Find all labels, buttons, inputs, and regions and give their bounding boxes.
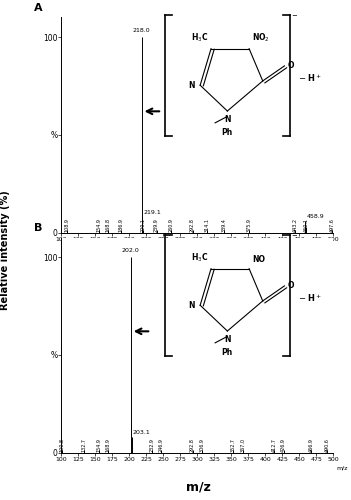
Text: 246.9: 246.9 [159, 438, 164, 452]
Text: 108.9: 108.9 [65, 218, 70, 232]
Text: 232.9: 232.9 [149, 438, 154, 452]
Text: 306.9: 306.9 [200, 438, 205, 452]
Text: N: N [224, 116, 231, 124]
Text: 490.6: 490.6 [325, 438, 330, 452]
Text: A: A [34, 3, 43, 13]
Text: 239.9: 239.9 [154, 218, 159, 232]
Text: Relative intensity (%): Relative intensity (%) [0, 190, 10, 310]
Text: Ph: Ph [222, 348, 233, 357]
Text: 352.7: 352.7 [231, 438, 236, 452]
Text: m/z: m/z [336, 466, 348, 470]
Text: 219.1: 219.1 [144, 210, 161, 215]
Text: 375.9: 375.9 [246, 218, 252, 232]
Text: 260.9: 260.9 [168, 218, 173, 232]
Text: NO$_2$: NO$_2$ [252, 32, 270, 44]
Text: N: N [188, 80, 195, 90]
Text: 203.1: 203.1 [133, 430, 151, 435]
Text: 218.0: 218.0 [133, 28, 151, 33]
Text: 154.9: 154.9 [96, 438, 101, 452]
Text: O: O [287, 282, 294, 290]
Text: 292.8: 292.8 [190, 218, 195, 232]
Text: 100.8: 100.8 [59, 438, 65, 452]
Text: N: N [224, 336, 231, 344]
Text: H$_3$C: H$_3$C [191, 32, 208, 44]
Text: 466.9: 466.9 [309, 438, 313, 452]
Text: $-$ H$^{+}$: $-$ H$^{+}$ [298, 72, 322, 84]
Text: N: N [188, 300, 195, 310]
Text: H$_3$C: H$_3$C [191, 252, 208, 264]
Text: $^{-}$: $^{-}$ [291, 233, 298, 243]
Text: $-$ H$^{+}$: $-$ H$^{+}$ [298, 292, 322, 304]
Text: 154.9: 154.9 [96, 218, 101, 232]
Text: m/z: m/z [186, 481, 211, 494]
Text: 220.1: 220.1 [141, 218, 146, 232]
Text: 168.8: 168.8 [106, 218, 111, 232]
Text: 186.9: 186.9 [118, 218, 123, 232]
Text: 412.7: 412.7 [272, 438, 277, 452]
Text: 443.2: 443.2 [292, 218, 297, 232]
Text: 497.6: 497.6 [329, 218, 334, 232]
Text: $^{-}$: $^{-}$ [291, 13, 298, 23]
Text: 426.9: 426.9 [281, 438, 286, 452]
Text: 132.7: 132.7 [81, 438, 86, 452]
Text: 314.1: 314.1 [205, 218, 210, 232]
Text: 202.0: 202.0 [122, 248, 140, 253]
Text: B: B [34, 223, 42, 233]
Text: 367.0: 367.0 [240, 438, 245, 452]
Text: 292.8: 292.8 [190, 438, 195, 452]
Text: 460.1: 460.1 [304, 218, 309, 232]
Text: 458.9: 458.9 [307, 214, 325, 219]
Text: 339.4: 339.4 [222, 218, 227, 232]
Text: 168.9: 168.9 [106, 438, 111, 452]
Text: O: O [287, 62, 294, 70]
Text: Ph: Ph [222, 128, 233, 137]
Text: NO: NO [252, 256, 265, 264]
